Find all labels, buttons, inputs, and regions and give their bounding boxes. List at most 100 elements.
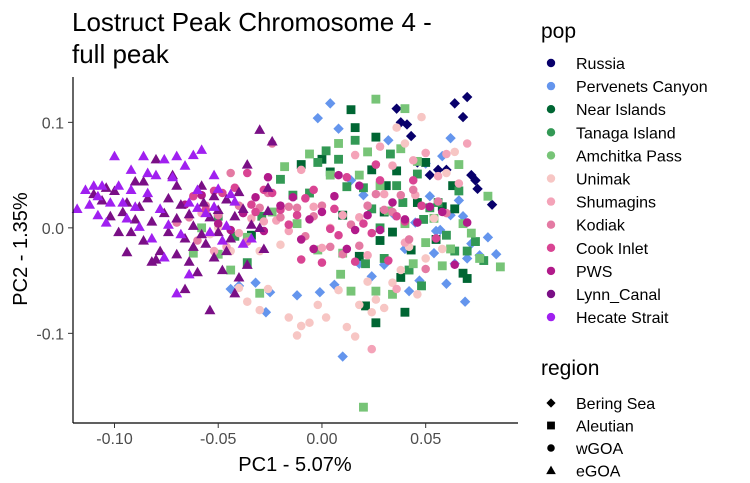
data-point bbox=[125, 184, 137, 194]
data-point bbox=[408, 259, 418, 269]
legend-pop-swatch bbox=[546, 81, 556, 91]
data-point bbox=[408, 185, 418, 195]
data-point bbox=[171, 212, 183, 223]
data-point bbox=[459, 296, 471, 307]
data-point bbox=[296, 321, 306, 331]
data-point bbox=[379, 254, 389, 263]
y-axis-title: PC2 - 1.35% bbox=[10, 192, 32, 306]
data-point bbox=[233, 186, 245, 197]
data-point bbox=[104, 197, 116, 207]
data-point bbox=[171, 180, 183, 190]
data-point bbox=[221, 193, 232, 204]
data-point bbox=[371, 160, 381, 169]
data-point bbox=[392, 211, 401, 221]
data-point bbox=[92, 190, 104, 201]
data-point bbox=[284, 220, 294, 229]
data-point bbox=[221, 245, 232, 256]
data-point bbox=[461, 91, 473, 103]
data-point bbox=[204, 226, 216, 237]
legend-pop-swatch bbox=[546, 174, 556, 183]
data-point bbox=[183, 197, 195, 207]
data-point bbox=[383, 206, 393, 216]
data-point bbox=[301, 194, 310, 203]
data-point bbox=[466, 228, 476, 238]
data-point bbox=[121, 246, 133, 257]
data-point bbox=[175, 228, 187, 239]
data-point bbox=[330, 191, 339, 201]
data-point bbox=[334, 170, 343, 180]
legend-region-swatch bbox=[546, 398, 556, 408]
data-point bbox=[408, 156, 418, 165]
data-point bbox=[255, 305, 264, 315]
data-point bbox=[245, 219, 257, 229]
plot-points bbox=[71, 91, 505, 412]
legend-pop-swatch bbox=[546, 312, 556, 322]
data-point bbox=[312, 112, 324, 124]
data-point bbox=[363, 277, 372, 286]
series-pws bbox=[180, 170, 472, 270]
data-point bbox=[96, 180, 108, 190]
data-point bbox=[450, 147, 459, 157]
data-point bbox=[408, 176, 418, 185]
legend-pop-label: Tanaga Island bbox=[576, 125, 676, 142]
series-amchitka-pass bbox=[188, 94, 505, 412]
legend-pop-item: Lynn_Canal bbox=[546, 287, 661, 304]
data-point bbox=[317, 243, 327, 253]
data-point bbox=[400, 307, 410, 317]
legend-pop-swatch bbox=[546, 243, 556, 252]
data-point bbox=[284, 202, 294, 212]
data-point bbox=[221, 220, 232, 230]
data-point bbox=[305, 215, 314, 224]
data-point bbox=[392, 166, 402, 176]
data-point bbox=[432, 164, 444, 176]
data-point bbox=[385, 149, 395, 159]
data-point bbox=[313, 158, 323, 167]
data-point bbox=[400, 104, 410, 114]
legend-region-swatch bbox=[546, 465, 556, 475]
y-tick-label: 0.1 bbox=[42, 115, 64, 132]
legend-pop-label: Russia bbox=[576, 56, 625, 73]
data-point bbox=[241, 259, 253, 269]
data-point bbox=[280, 162, 290, 172]
data-point bbox=[292, 203, 302, 213]
data-point bbox=[263, 172, 273, 182]
legend-pop-label: Lynn_Canal bbox=[576, 287, 661, 304]
data-point bbox=[383, 135, 394, 146]
data-point bbox=[255, 288, 265, 298]
data-point bbox=[317, 201, 327, 210]
data-point bbox=[453, 195, 465, 206]
data-point bbox=[392, 284, 401, 294]
data-point bbox=[458, 268, 468, 278]
data-point bbox=[421, 238, 431, 248]
data-point bbox=[284, 313, 294, 322]
data-point bbox=[417, 201, 426, 210]
legend-region-swatch bbox=[547, 444, 555, 452]
series-lynn-canal bbox=[88, 124, 278, 315]
data-point bbox=[109, 185, 120, 196]
x-tick-label: 0.00 bbox=[306, 431, 337, 448]
data-point bbox=[175, 199, 187, 209]
data-point bbox=[100, 217, 112, 227]
data-point bbox=[296, 255, 306, 264]
legend-region-item: Bering Sea bbox=[546, 396, 655, 413]
legend-pop-swatch bbox=[546, 220, 556, 229]
data-point bbox=[462, 139, 472, 148]
data-point bbox=[419, 214, 429, 224]
series-hecate-strait bbox=[71, 144, 257, 298]
data-point bbox=[491, 249, 502, 260]
data-point bbox=[398, 198, 408, 207]
data-point bbox=[354, 170, 364, 180]
data-point bbox=[192, 202, 203, 212]
data-point bbox=[363, 210, 372, 220]
legend-region-label: Aleutian bbox=[576, 419, 634, 436]
data-point bbox=[162, 226, 174, 237]
data-point bbox=[437, 261, 447, 271]
data-point bbox=[243, 168, 252, 178]
legend-pop: pop Russia Pervenets Canyon Near Islands Ta… bbox=[541, 20, 708, 327]
data-point bbox=[150, 169, 162, 180]
data-point bbox=[192, 184, 203, 194]
data-point bbox=[276, 240, 285, 249]
data-point bbox=[204, 304, 216, 315]
data-point bbox=[396, 190, 406, 200]
data-point bbox=[276, 213, 285, 222]
